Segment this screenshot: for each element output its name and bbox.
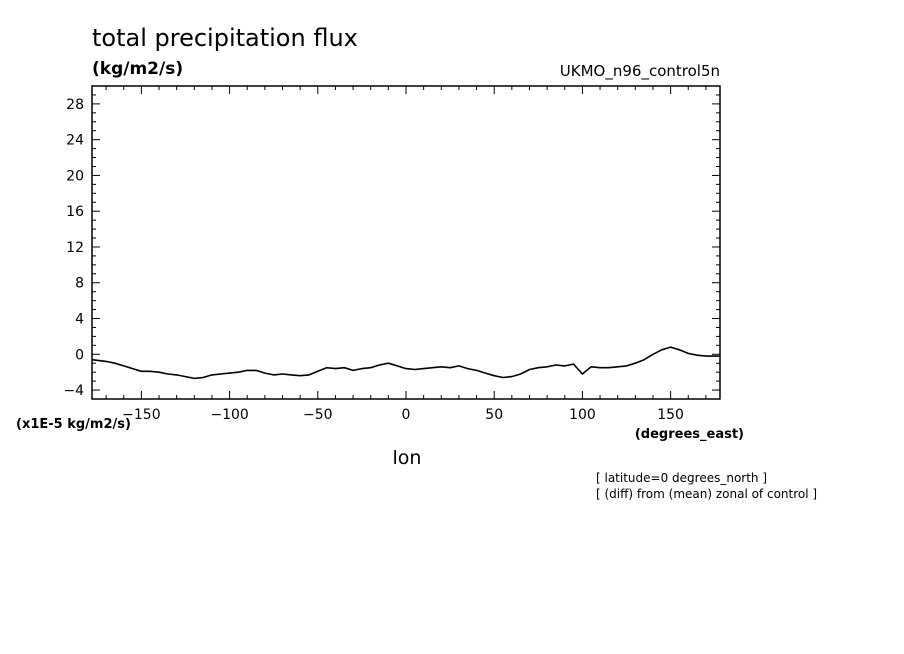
x-tick-label: 150 [657, 407, 684, 423]
x-tick-labels: −150 −100 −50 0 50 100 150 [122, 407, 684, 423]
note-latitude: [ latitude=0 degrees_north ] [596, 471, 767, 485]
chart-title: total precipitation flux [92, 24, 358, 52]
series-line [91, 346, 720, 380]
x-tick-label: −50 [303, 407, 333, 423]
axis-ticks [92, 85, 720, 400]
x-units-label: (degrees_east) [635, 427, 744, 442]
y-tick-label: 12 [66, 240, 84, 256]
chart-units: (kg/m2/s) [92, 59, 183, 79]
note-diff: [ (diff) from (mean) zonal of control ] [596, 487, 817, 501]
y-tick-label: 24 [66, 133, 84, 149]
y-tick-label: −4 [63, 383, 84, 399]
x-tick-label: 50 [485, 407, 503, 423]
y-tick-label: 28 [66, 97, 84, 113]
x-tick-label: 100 [569, 407, 596, 423]
y-tick-labels: −4 0 4 8 12 16 20 24 28 [63, 97, 84, 399]
plot-frame [91, 85, 721, 400]
x-tick-label: −150 [122, 407, 160, 423]
x-tick-label: 0 [402, 407, 411, 423]
y-tick-label: 8 [75, 276, 84, 292]
scale-label: (x1E-5 kg/m2/s) [16, 417, 131, 432]
y-tick-label: 0 [75, 347, 84, 363]
x-tick-label: −100 [210, 407, 248, 423]
y-tick-label: 16 [66, 204, 84, 220]
chart-source: UKMO_n96_control5n [560, 62, 720, 81]
x-axis-label: lon [393, 447, 422, 469]
y-tick-label: 20 [66, 168, 84, 184]
y-tick-label: 4 [75, 312, 84, 328]
